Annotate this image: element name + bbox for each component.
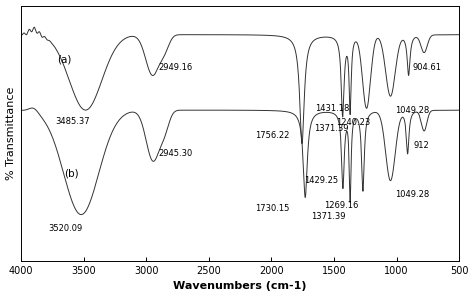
Text: 1756.22: 1756.22	[255, 131, 289, 140]
Text: 1269.16: 1269.16	[324, 201, 358, 210]
X-axis label: Wavenumbers (cm-1): Wavenumbers (cm-1)	[173, 282, 307, 291]
Text: 1049.28: 1049.28	[395, 106, 429, 115]
Text: 1371.39: 1371.39	[311, 212, 346, 221]
Text: 2945.30: 2945.30	[159, 149, 193, 158]
Text: 1371.39: 1371.39	[314, 124, 348, 133]
Text: 1049.28: 1049.28	[395, 190, 429, 199]
Text: (a): (a)	[57, 55, 72, 65]
Text: 1429.25: 1429.25	[304, 176, 338, 185]
Text: 3520.09: 3520.09	[48, 224, 82, 233]
Text: 1730.15: 1730.15	[255, 204, 290, 213]
Text: 1240.23: 1240.23	[336, 118, 370, 127]
Text: 3485.37: 3485.37	[55, 117, 90, 126]
Text: (b): (b)	[64, 169, 78, 178]
Text: 904.61: 904.61	[413, 63, 442, 72]
Text: 1431.18: 1431.18	[315, 105, 349, 113]
Text: 2949.16: 2949.16	[158, 63, 192, 72]
Text: 912: 912	[413, 141, 429, 150]
Y-axis label: % Transmittance: % Transmittance	[6, 87, 16, 180]
